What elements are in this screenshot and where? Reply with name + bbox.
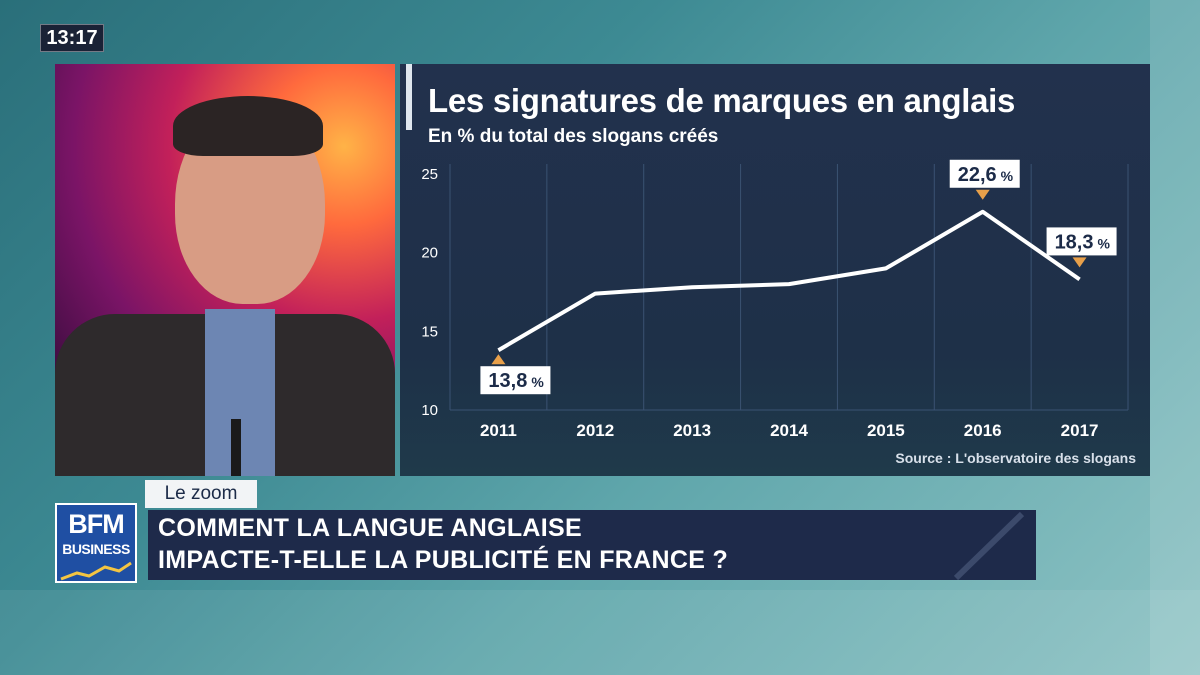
chart-source: Source : L'observatoire des slogans xyxy=(895,450,1136,466)
annotation-unit: % xyxy=(531,374,544,390)
y-tick-label: 15 xyxy=(421,323,438,340)
title-accent-bar xyxy=(406,64,412,130)
clock: 13:17 xyxy=(40,24,104,52)
x-tick-label: 2015 xyxy=(867,421,905,440)
background-stripe xyxy=(1150,0,1200,675)
annotation-unit: % xyxy=(1001,168,1014,184)
chart-title: Les signatures de marques en anglais xyxy=(428,82,1016,119)
x-tick-label: 2011 xyxy=(480,421,517,440)
series-line xyxy=(497,209,1081,352)
speaker-hair xyxy=(173,96,323,156)
banner-decoration xyxy=(953,511,1025,580)
bfm-business-logo: BFM BUSINESS xyxy=(55,503,137,583)
annotation-marker xyxy=(1072,257,1087,268)
headline-line-2: IMPACTE-T-ELLE LA PUBLICITÉ EN FRANCE ? xyxy=(158,546,729,574)
x-tick-label: 2014 xyxy=(770,421,808,440)
logo-text-bfm: BFM xyxy=(68,509,124,539)
annotation-label: 13,8% xyxy=(488,370,544,392)
annotation-value: 22,6 xyxy=(958,164,997,186)
x-tick-label: 2017 xyxy=(1061,421,1099,440)
chart-panel: Les signatures de marques en anglais En … xyxy=(400,64,1150,476)
speaker-video xyxy=(55,64,395,476)
line-chart: 10 15 20 25 2011 2012 2013 2014 2015 2016 2017 13,8… xyxy=(421,159,1129,440)
annotation-label: 18,3% xyxy=(1055,231,1111,253)
x-tick-label: 2016 xyxy=(964,421,1002,440)
y-tick-label: 25 xyxy=(421,166,438,183)
annotation-box xyxy=(480,366,551,395)
annotation-marker xyxy=(491,354,506,365)
annotation-marker xyxy=(975,189,990,200)
annotation-unit: % xyxy=(1098,235,1111,251)
chart-subtitle: En % du total des slogans créés xyxy=(428,126,719,147)
annotation-box xyxy=(949,159,1020,188)
background-stripe xyxy=(0,590,1200,675)
logo-chart-icon xyxy=(60,561,132,581)
segment-tag: Le zoom xyxy=(145,480,257,508)
logo-text-business: BUSINESS xyxy=(62,541,130,557)
annotation-box xyxy=(1046,227,1117,256)
x-tick-label: 2013 xyxy=(673,421,711,440)
y-tick-label: 20 xyxy=(421,245,438,262)
y-tick-label: 10 xyxy=(421,402,438,419)
x-tick-label: 2012 xyxy=(576,421,614,440)
headline-line-1: COMMENT LA LANGUE ANGLAISE xyxy=(158,514,582,542)
annotation-value: 18,3 xyxy=(1055,231,1094,253)
microphone xyxy=(231,419,241,476)
annotation-label: 22,6% xyxy=(958,164,1014,186)
headline-banner: COMMENT LA LANGUE ANGLAISE IMPACTE-T-ELL… xyxy=(148,510,1036,580)
annotation-value: 13,8 xyxy=(488,370,527,392)
